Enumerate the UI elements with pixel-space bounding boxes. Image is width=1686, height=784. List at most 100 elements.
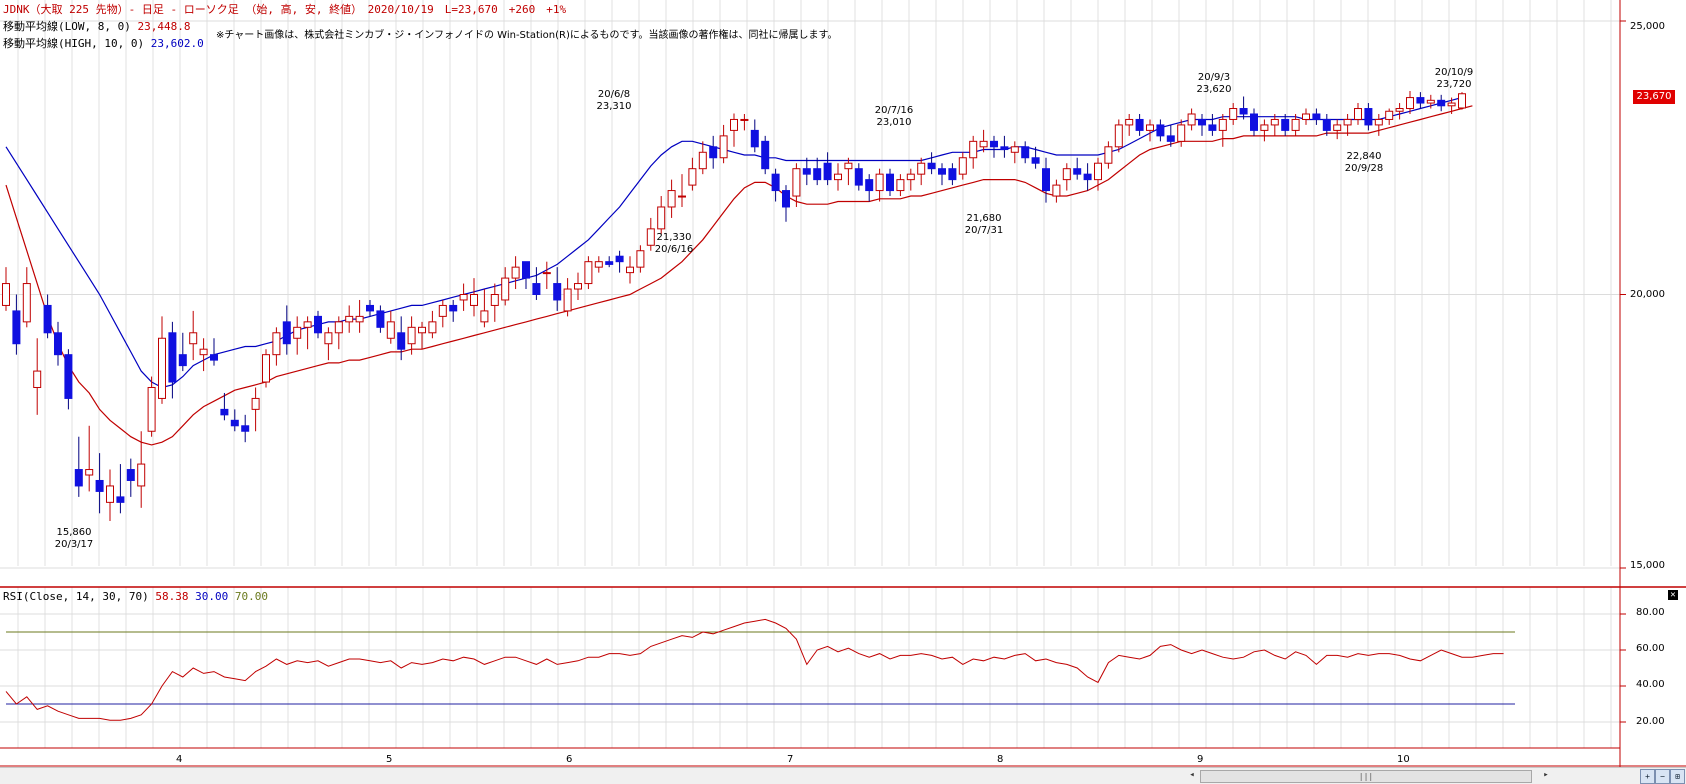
annotation-date: 23,010 bbox=[876, 117, 912, 128]
candle-body bbox=[178, 354, 187, 367]
candle-body bbox=[802, 168, 811, 175]
candle-body bbox=[990, 140, 998, 148]
candle-body bbox=[220, 408, 229, 416]
candle-body bbox=[771, 173, 780, 192]
candle-body bbox=[1000, 146, 1009, 151]
candle-body bbox=[854, 168, 863, 186]
rsi-label: RSI(Close, 14, 30, 70) bbox=[3, 590, 149, 603]
horizontal-scrollbar[interactable]: ▸ ||| ◂ + − ⊞ bbox=[0, 767, 1686, 784]
candle-body bbox=[22, 283, 31, 323]
candle-body bbox=[64, 354, 73, 399]
candle-body bbox=[532, 283, 541, 295]
candle-body bbox=[1229, 108, 1238, 120]
candle-body bbox=[1458, 93, 1466, 109]
candle-body bbox=[33, 370, 42, 388]
candle-body bbox=[646, 228, 655, 246]
candle-body bbox=[657, 206, 666, 230]
candle-body bbox=[979, 140, 988, 148]
candle-body bbox=[1374, 118, 1383, 126]
candle-body bbox=[386, 321, 395, 339]
candle-body bbox=[262, 354, 270, 383]
candle-body bbox=[719, 135, 728, 159]
candle-body bbox=[1083, 173, 1092, 181]
candle-body bbox=[1343, 118, 1352, 126]
candle-body bbox=[834, 173, 842, 181]
month-label: 4 bbox=[176, 754, 183, 765]
candle-body bbox=[189, 332, 198, 345]
extreme-annotation: 21,680 20/7/31 bbox=[965, 213, 1004, 237]
grid bbox=[0, 0, 1620, 748]
rsi-panel bbox=[5, 618, 1515, 721]
zoom-in-icon[interactable]: + bbox=[1640, 769, 1655, 784]
scroll-right-arrow-icon[interactable]: ▸ bbox=[1543, 770, 1549, 780]
candle-body bbox=[116, 496, 125, 503]
chart-title: JDNK（大取 225 先物）- 日足 - ローソク足 （始, 高, 安, 終値… bbox=[3, 3, 567, 16]
frame bbox=[0, 0, 1686, 767]
candle-body bbox=[1146, 124, 1154, 131]
candles bbox=[2, 91, 1466, 521]
candle-body bbox=[1042, 168, 1050, 192]
rsi-axis-label: 80.00 bbox=[1636, 607, 1665, 618]
fit-icon[interactable]: ⊞ bbox=[1670, 769, 1685, 784]
month-label: 7 bbox=[787, 754, 794, 765]
candle-body bbox=[43, 304, 52, 334]
annotation-value: 20/10/9 bbox=[1434, 67, 1474, 78]
annotation-value: 21,680 bbox=[966, 213, 1002, 224]
annotation-date: 20/7/31 bbox=[964, 225, 1004, 236]
candle-body bbox=[293, 326, 302, 339]
price-axis-label: 15,000 bbox=[1630, 560, 1665, 571]
candle-body bbox=[626, 266, 634, 274]
candle-body bbox=[210, 354, 218, 361]
scroll-left-arrow-icon[interactable]: ◂ bbox=[1189, 770, 1195, 780]
annotation-date: 23,720 bbox=[1436, 79, 1472, 90]
candle-body bbox=[594, 261, 603, 268]
annotation-date: 20/3/17 bbox=[54, 539, 94, 550]
candle-body bbox=[12, 310, 21, 345]
candle-body bbox=[1135, 118, 1144, 131]
candle-body bbox=[407, 326, 416, 345]
candle-body bbox=[969, 140, 978, 159]
scrollbar-thumb[interactable]: ||| bbox=[1200, 770, 1532, 783]
extreme-annotation: 21,330 20/6/16 bbox=[655, 232, 694, 256]
candle-body bbox=[688, 168, 697, 186]
candle-body bbox=[282, 321, 291, 345]
candle-body bbox=[314, 315, 322, 334]
zoom-out-icon[interactable]: − bbox=[1655, 769, 1670, 784]
candle-body bbox=[251, 397, 260, 410]
candle-body bbox=[948, 168, 957, 181]
rsi-line bbox=[5, 618, 1504, 721]
candle-body bbox=[958, 157, 967, 175]
close-panel-icon[interactable]: ✕ bbox=[1668, 590, 1678, 600]
candle-body bbox=[896, 179, 905, 192]
ma-low-legend: 移動平均線(LOW, 8, 0) 23,448.8 bbox=[3, 20, 190, 34]
rsi-value: 58.38 bbox=[155, 590, 189, 603]
candle-body bbox=[740, 118, 749, 121]
annotation-value: 15,860 bbox=[56, 527, 92, 538]
candle-body bbox=[376, 310, 385, 328]
rsi-legend: RSI(Close, 14, 30, 70) 58.38 30.00 70.00 bbox=[3, 590, 268, 604]
month-label: 5 bbox=[386, 754, 393, 765]
candle-body bbox=[1281, 118, 1290, 131]
candle-body bbox=[1395, 108, 1404, 112]
candle-body bbox=[1156, 124, 1165, 137]
candle-body bbox=[1437, 99, 1446, 107]
candle-body bbox=[147, 386, 156, 432]
ma-high-label: 移動平均線(HIGH, 10, 0) bbox=[3, 37, 145, 50]
candle-body bbox=[750, 129, 759, 148]
last-price-tag: 23,670 bbox=[1633, 90, 1675, 104]
candle-body bbox=[1270, 118, 1279, 126]
candle-body bbox=[1333, 124, 1342, 131]
price-axis-label: 20,000 bbox=[1630, 289, 1665, 300]
month-label: 8 bbox=[997, 754, 1004, 765]
candle-body bbox=[667, 190, 676, 208]
candle-body bbox=[1166, 135, 1175, 142]
annotation-value: 21,330 bbox=[656, 232, 692, 243]
candle-body bbox=[438, 304, 447, 317]
candle-body bbox=[74, 469, 83, 487]
candle-body bbox=[490, 294, 499, 306]
candle-body bbox=[428, 321, 437, 334]
candle-body bbox=[553, 283, 562, 301]
candle-body bbox=[1250, 113, 1258, 131]
annotation-value: 20/6/8 bbox=[597, 89, 631, 100]
